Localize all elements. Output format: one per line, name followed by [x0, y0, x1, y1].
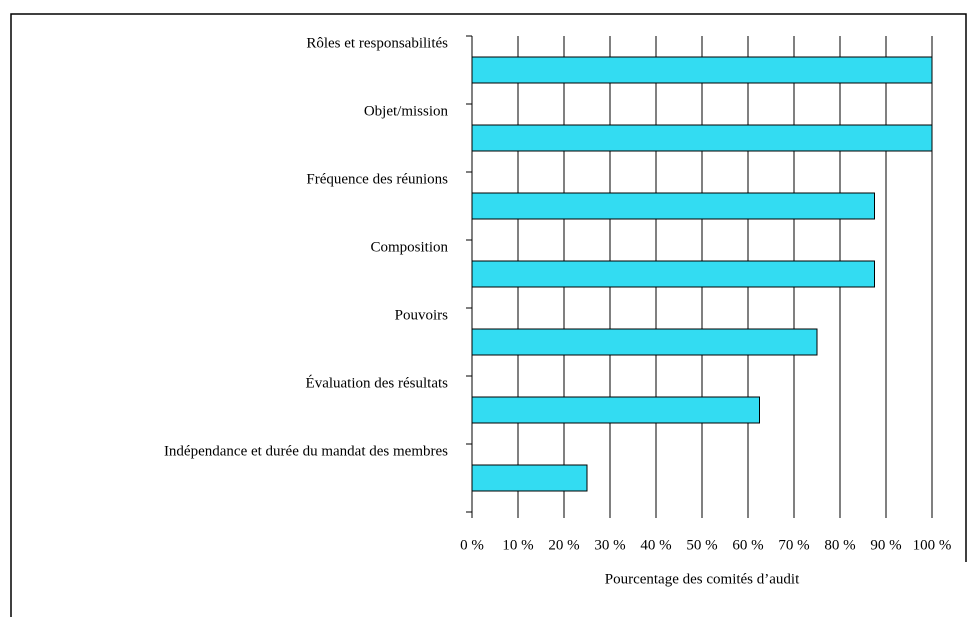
y-tick-label: Pouvoirs: [395, 307, 449, 323]
bar: [471, 464, 588, 492]
bar: [471, 328, 818, 356]
frame: [10, 13, 967, 617]
bar: [471, 192, 875, 220]
y-tick-label: Évaluation des résultats: [306, 374, 449, 391]
x-tick-label: 60 %: [732, 537, 763, 553]
y-tick-label: Fréquence des réunions: [306, 171, 448, 187]
x-tick-label: 40 %: [640, 537, 671, 553]
x-tick-label: 70 %: [778, 537, 809, 553]
x-tick-label: 90 %: [870, 537, 901, 553]
x-axis-label: Pourcentage des comités d’audit: [605, 571, 800, 587]
x-tick-label: 20 %: [548, 537, 579, 553]
bar: [471, 124, 933, 152]
y-tick-label: Composition: [370, 239, 448, 255]
bar: [471, 396, 760, 424]
bar: [471, 260, 875, 288]
x-tick-label: 100 %: [913, 537, 952, 553]
x-tick-label: 30 %: [594, 537, 625, 553]
y-tick-label: Objet/mission: [364, 103, 449, 119]
bar: [471, 56, 933, 84]
x-tick-label: 50 %: [686, 537, 717, 553]
y-tick-label: Indépendance et durée du mandat des memb…: [164, 443, 448, 459]
x-tick-label: 80 %: [824, 537, 855, 553]
x-tick-label: 10 %: [502, 537, 533, 553]
x-tick-label: 0 %: [460, 537, 484, 553]
y-tick-label: Rôles et responsabilités: [306, 35, 448, 51]
